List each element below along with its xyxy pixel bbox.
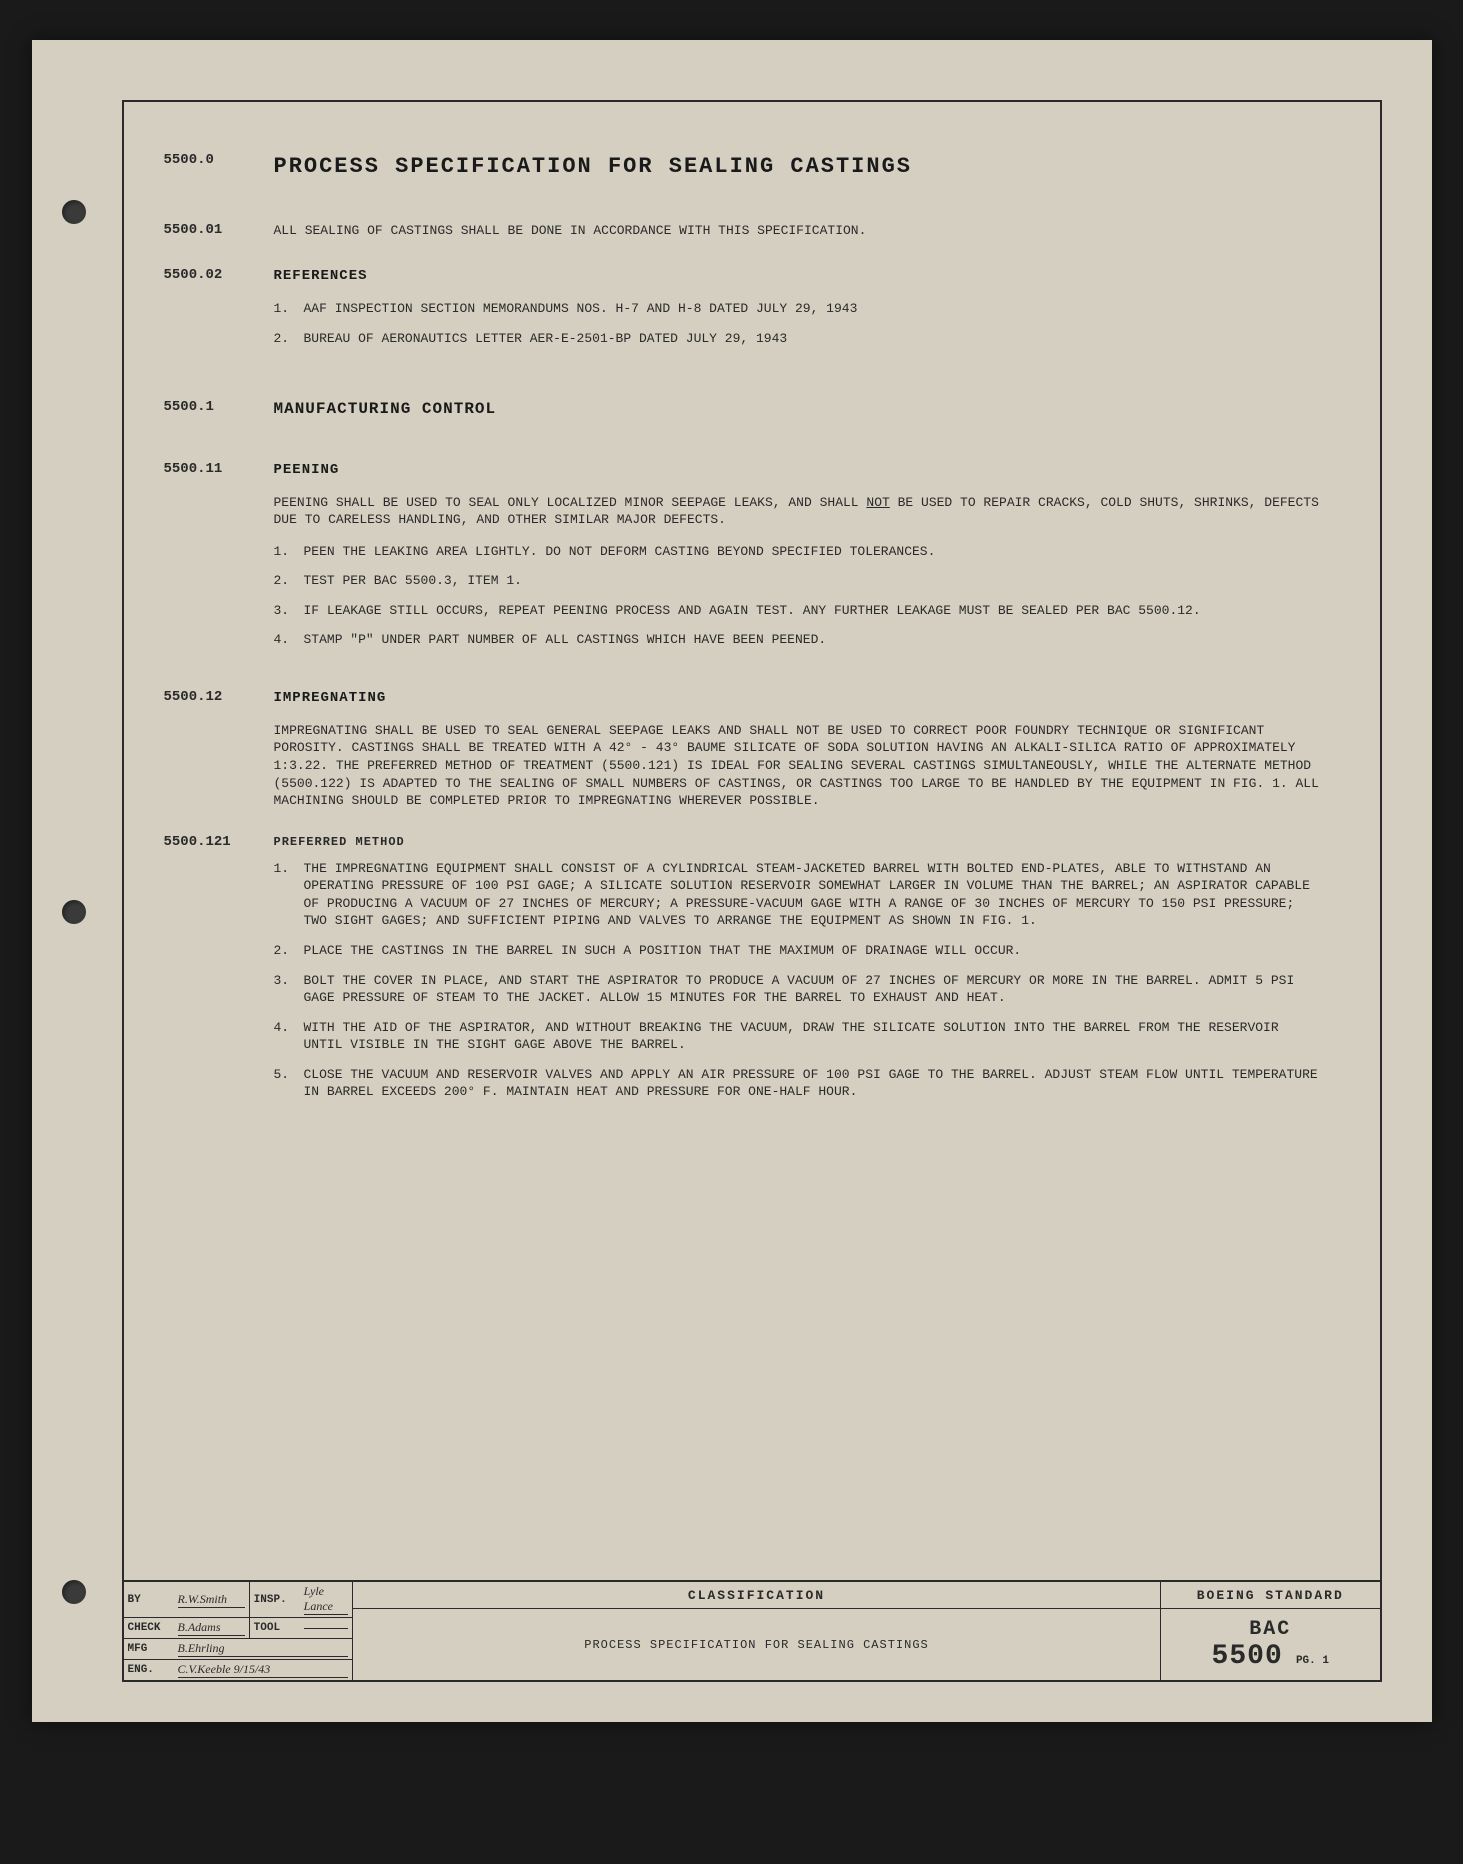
list-item: 3. BOLT THE COVER IN PLACE, AND START TH…: [274, 972, 1320, 1007]
section-5500-0: 5500.0 PROCESS SPECIFICATION FOR SEALING…: [164, 152, 1320, 182]
list-text: PLACE THE CASTINGS IN THE BARREL IN SUCH…: [304, 942, 1320, 960]
section-5500-02: 5500.02 REFERENCES: [164, 267, 1320, 286]
list-text: TEST PER BAC 5500.3, ITEM 1.: [304, 572, 1320, 590]
signature-insp: INSP. Lyle Lance: [254, 1584, 348, 1615]
sig-value: B.Adams: [178, 1620, 245, 1636]
list-number: 1.: [274, 543, 304, 561]
sig-label: INSP.: [254, 1594, 304, 1606]
sig-label: CHECK: [128, 1622, 178, 1634]
signature-check: CHECK B.Adams: [128, 1620, 245, 1636]
sig-value: R.W.Smith: [178, 1592, 245, 1608]
intro-pre: PEENING SHALL BE USED TO SEAL ONLY LOCAL…: [274, 495, 867, 510]
classification-header: CLASSIFICATION: [361, 1588, 1152, 1603]
list-text: CLOSE THE VACUUM AND RESERVOIR VALVES AN…: [304, 1066, 1320, 1101]
section-number: 5500.121: [164, 834, 274, 850]
section-5500-11: 5500.11 PEENING: [164, 461, 1320, 480]
section-heading: MANUFACTURING CONTROL: [274, 399, 1320, 421]
sig-label: ENG.: [128, 1664, 178, 1676]
list-text: BUREAU OF AERONAUTICS LETTER AER-E-2501-…: [304, 330, 1320, 348]
list-number: 2.: [274, 942, 304, 960]
list-text: AAF INSPECTION SECTION MEMORANDUMS NOS. …: [304, 300, 1320, 318]
list-item: 3. IF LEAKAGE STILL OCCURS, REPEAT PEENI…: [274, 602, 1320, 620]
signature-by: BY R.W.Smith: [128, 1592, 245, 1608]
section-number: 5500.12: [164, 689, 274, 708]
sig-value: B.Ehrling: [178, 1641, 349, 1657]
list-item: 1. PEEN THE LEAKING AREA LIGHTLY. DO NOT…: [274, 543, 1320, 561]
intro-paragraph: PEENING SHALL BE USED TO SEAL ONLY LOCAL…: [274, 494, 1320, 529]
punch-hole: [62, 900, 86, 924]
section-text: ALL SEALING OF CASTINGS SHALL BE DONE IN…: [274, 222, 1320, 240]
list-text: STAMP "P" UNDER PART NUMBER OF ALL CASTI…: [304, 631, 1320, 649]
page-number: PG. 1: [1296, 1655, 1329, 1667]
section-number: 5500.1: [164, 399, 274, 421]
section-5500-12: 5500.12 IMPREGNATING: [164, 689, 1320, 708]
list-number: 1.: [274, 300, 304, 318]
list-number: 3.: [274, 602, 304, 620]
punch-hole: [62, 1580, 86, 1604]
signature-mfg: MFG B.Ehrling: [128, 1641, 349, 1657]
sig-value: Lyle Lance: [304, 1584, 348, 1615]
list-text: IF LEAKAGE STILL OCCURS, REPEAT PEENING …: [304, 602, 1320, 620]
list-text: WITH THE AID OF THE ASPIRATOR, AND WITHO…: [304, 1019, 1320, 1054]
bac-label: BAC: [1169, 1618, 1372, 1641]
classification-body: PROCESS SPECIFICATION FOR SEALING CASTIN…: [361, 1622, 1152, 1668]
section-heading: REFERENCES: [274, 267, 1320, 286]
list-number: 4.: [274, 1019, 304, 1054]
section-5500-01: 5500.01 ALL SEALING OF CASTINGS SHALL BE…: [164, 222, 1320, 240]
impregnating-intro: IMPREGNATING SHALL BE USED TO SEAL GENER…: [164, 722, 1320, 824]
signature-tool: TOOL: [254, 1622, 348, 1634]
document-title: PROCESS SPECIFICATION FOR SEALING CASTIN…: [274, 152, 1320, 182]
section-heading: IMPREGNATING: [274, 689, 1320, 708]
sig-value: [304, 1628, 348, 1629]
section-number: 5500.01: [164, 222, 274, 240]
sig-label: MFG: [128, 1643, 178, 1655]
section-5500-121: 5500.121 PREFERRED METHOD: [164, 834, 1320, 850]
list-number: 3.: [274, 972, 304, 1007]
section-number: 5500.02: [164, 267, 274, 286]
section-5500-1: 5500.1 MANUFACTURING CONTROL: [164, 399, 1320, 421]
document-page: 5500.0 PROCESS SPECIFICATION FOR SEALING…: [32, 40, 1432, 1722]
intro-paragraph: IMPREGNATING SHALL BE USED TO SEAL GENER…: [274, 722, 1320, 810]
bac-number: 5500: [1212, 1641, 1283, 1672]
signature-eng: ENG. C.V.Keeble 9/15/43: [128, 1662, 349, 1678]
list-item: 1. THE IMPREGNATING EQUIPMENT SHALL CONS…: [274, 860, 1320, 930]
punch-hole: [62, 200, 86, 224]
section-heading: PREFERRED METHOD: [274, 834, 1320, 850]
list-number: 2.: [274, 330, 304, 348]
sig-value: C.V.Keeble 9/15/43: [178, 1662, 349, 1678]
list-number: 1.: [274, 860, 304, 930]
list-text: PEEN THE LEAKING AREA LIGHTLY. DO NOT DE…: [304, 543, 1320, 561]
peening-body: PEENING SHALL BE USED TO SEAL ONLY LOCAL…: [164, 494, 1320, 661]
section-heading: PEENING: [274, 461, 1320, 480]
list-number: 5.: [274, 1066, 304, 1101]
list-item: 5. CLOSE THE VACUUM AND RESERVOIR VALVES…: [274, 1066, 1320, 1101]
standard-header: BOEING STANDARD: [1169, 1588, 1372, 1603]
list-item: 2. BUREAU OF AERONAUTICS LETTER AER-E-25…: [274, 330, 1320, 348]
list-number: 4.: [274, 631, 304, 649]
section-number: 5500.11: [164, 461, 274, 480]
intro-not: NOT: [866, 495, 889, 510]
footer-table: BY R.W.Smith INSP. Lyle Lance: [122, 1580, 1382, 1682]
references-list: 1. AAF INSPECTION SECTION MEMORANDUMS NO…: [164, 300, 1320, 359]
bac-number-row: 5500 PG. 1: [1169, 1641, 1372, 1672]
list-item: 4. STAMP "P" UNDER PART NUMBER OF ALL CA…: [274, 631, 1320, 649]
list-text: THE IMPREGNATING EQUIPMENT SHALL CONSIST…: [304, 860, 1320, 930]
sig-label: TOOL: [254, 1622, 304, 1634]
list-number: 2.: [274, 572, 304, 590]
section-number: 5500.0: [164, 152, 274, 182]
content-frame: 5500.0 PROCESS SPECIFICATION FOR SEALING…: [122, 100, 1382, 1580]
sig-label: BY: [128, 1594, 178, 1606]
list-item: 1. AAF INSPECTION SECTION MEMORANDUMS NO…: [274, 300, 1320, 318]
list-item: 4. WITH THE AID OF THE ASPIRATOR, AND WI…: [274, 1019, 1320, 1054]
list-text: BOLT THE COVER IN PLACE, AND START THE A…: [304, 972, 1320, 1007]
list-item: 2. PLACE THE CASTINGS IN THE BARREL IN S…: [274, 942, 1320, 960]
preferred-method-body: 1. THE IMPREGNATING EQUIPMENT SHALL CONS…: [164, 860, 1320, 1113]
list-item: 2. TEST PER BAC 5500.3, ITEM 1.: [274, 572, 1320, 590]
